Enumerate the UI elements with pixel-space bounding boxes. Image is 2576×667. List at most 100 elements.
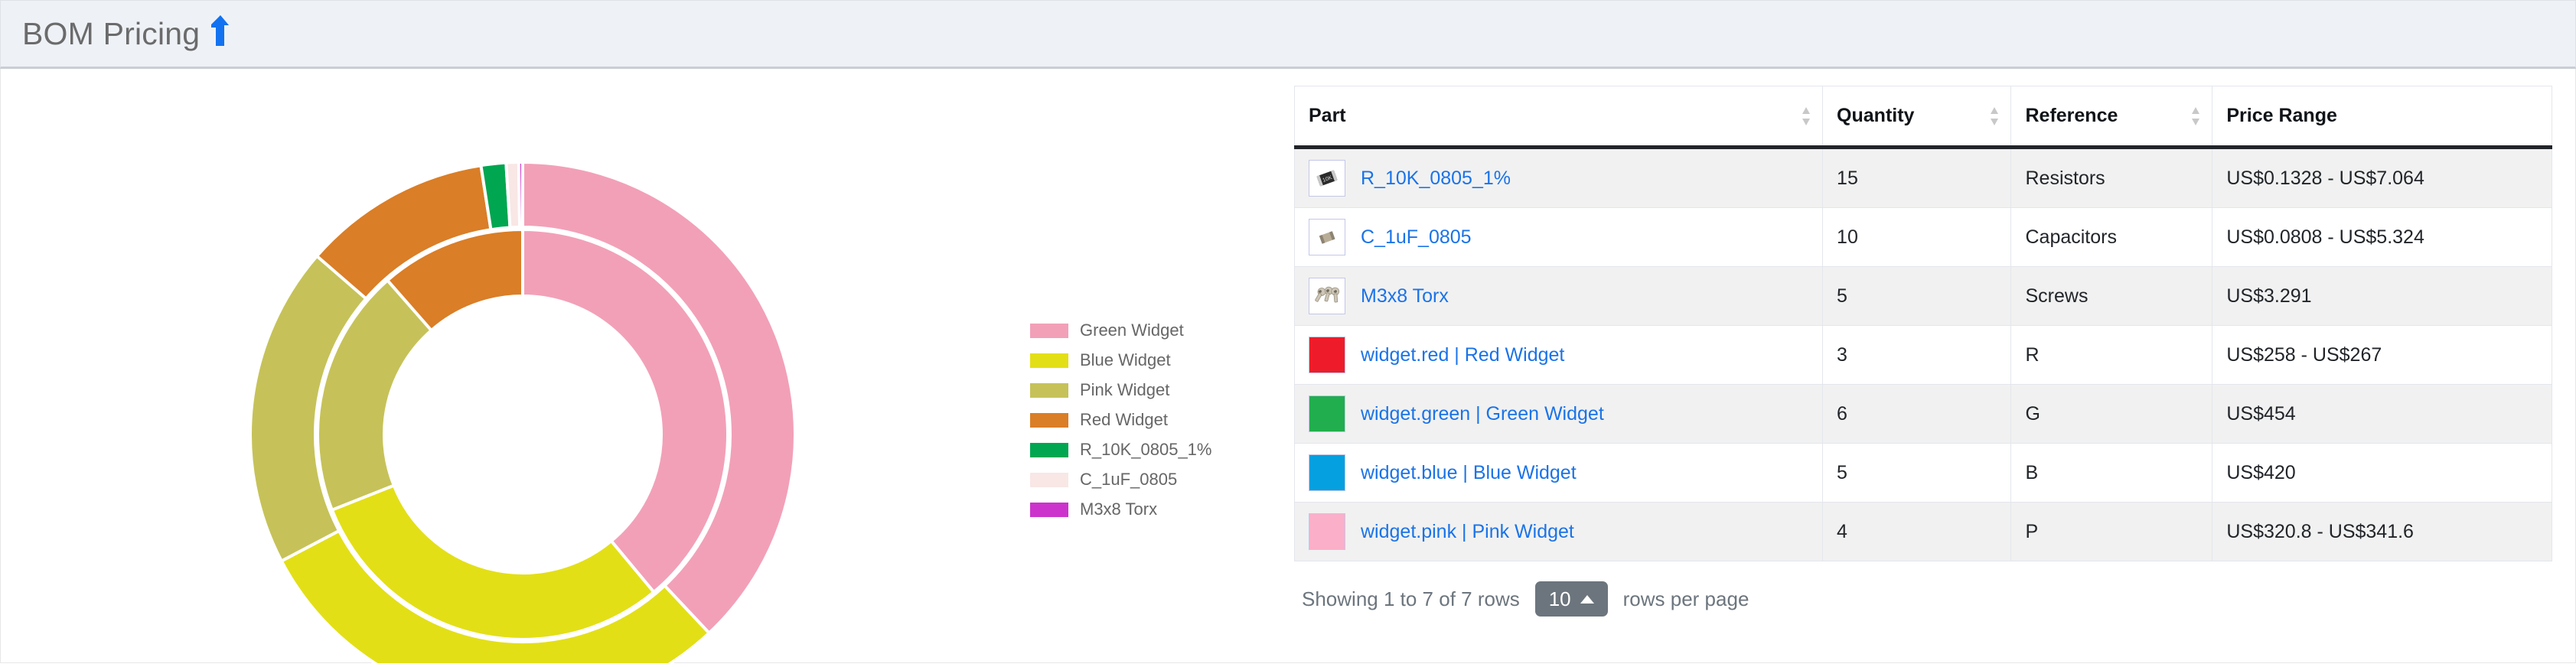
legend-item-label: C_1uF_0805 <box>1080 470 1178 489</box>
legend-item[interactable]: Red Widget <box>1030 410 1211 429</box>
cell-quantity: 5 <box>1822 443 2012 503</box>
part-link[interactable]: widget.pink | Pink Widget <box>1361 520 1574 542</box>
part-link[interactable]: widget.blue | Blue Widget <box>1361 461 1577 483</box>
cell-quantity: 15 <box>1822 147 2012 208</box>
part-thumbnail[interactable]: 10K <box>1309 160 1345 197</box>
cell-part: C_1uF_0805 <box>1293 207 1824 267</box>
cell-price-range: US$3.291 <box>2212 266 2552 326</box>
cell-reference: B <box>2010 443 2213 503</box>
table-row: widget.red | Red Widget 3 R US$258 - US$… <box>1293 325 2552 385</box>
color-swatch-icon <box>1309 337 1345 373</box>
table-header-row: Part Quantity Reference <box>1293 86 2552 149</box>
cell-price-range: US$258 - US$267 <box>2212 325 2552 385</box>
bom-table: Part Quantity Reference <box>1293 86 2552 561</box>
cell-reference: G <box>2010 384 2213 444</box>
donut-slice-inner-1[interactable] <box>330 483 657 641</box>
page-size-dropdown[interactable]: 10 <box>1534 581 1608 617</box>
legend-swatch-icon <box>1030 442 1068 457</box>
part-link[interactable]: M3x8 Torx <box>1361 285 1449 307</box>
table-row: C_1uF_0805 10 Capacitors US$0.0808 - US$… <box>1293 207 2552 267</box>
legend-item-label: Pink Widget <box>1080 380 1170 399</box>
part-thumbnail[interactable] <box>1309 219 1345 255</box>
screws-photo-icon <box>1315 286 1340 303</box>
chart-column: Green Widget Blue Widget Pink Widget Red Wi… <box>1 69 1294 667</box>
column-header-reference[interactable]: Reference <box>2010 86 2213 149</box>
cell-part: widget.green | Green Widget <box>1293 384 1824 444</box>
legend-item[interactable]: Pink Widget <box>1030 380 1211 399</box>
chart-legend: Green Widget Blue Widget Pink Widget Red Wi… <box>1030 320 1212 519</box>
cell-reference: Capacitors <box>2010 207 2213 267</box>
donut-slice-outer-6[interactable] <box>517 160 524 229</box>
legend-item-label: Red Widget <box>1080 410 1168 429</box>
cell-part: widget.pink | Pink Widget <box>1293 502 1824 561</box>
column-header-price-range-label: Price Range <box>2226 105 2337 126</box>
legend-item[interactable]: Green Widget <box>1030 320 1211 340</box>
donut-slice-outer-0[interactable] <box>521 160 797 636</box>
sort-icon[interactable] <box>2190 106 2201 127</box>
legend-item[interactable]: R_10K_0805_1% <box>1030 440 1212 459</box>
table-row: widget.pink | Pink Widget 4 P US$320.8 -… <box>1293 502 2552 561</box>
table-row: M3x8 Torx 5 Screws US$3.291 <box>1293 266 2552 326</box>
color-swatch-icon <box>1309 514 1345 549</box>
page-size-value: 10 <box>1548 587 1571 610</box>
cell-quantity: 4 <box>1822 502 2012 561</box>
part-link[interactable]: widget.green | Green Widget <box>1361 402 1604 425</box>
showing-rows-text: Showing 1 to 7 of 7 rows <box>1302 587 1520 610</box>
cell-quantity: 5 <box>1822 266 2012 326</box>
legend-swatch-icon <box>1030 412 1068 428</box>
donut-svg <box>249 160 797 667</box>
cell-reference: Resistors <box>2010 147 2213 208</box>
cell-part: widget.blue | Blue Widget <box>1293 443 1824 503</box>
legend-item[interactable]: M3x8 Torx <box>1030 499 1211 519</box>
table-row: widget.blue | Blue Widget 5 B US$420 <box>1293 443 2552 503</box>
legend-item[interactable]: Blue Widget <box>1030 350 1211 369</box>
caret-up-icon <box>1580 594 1594 604</box>
cell-part: widget.red | Red Widget <box>1293 325 1824 385</box>
table-body: 10K R_10K_0805_1% 15 Resistors US$0.1328… <box>1293 147 2552 561</box>
part-thumbnail[interactable] <box>1309 337 1345 373</box>
legend-item-label: R_10K_0805_1% <box>1080 440 1212 459</box>
column-header-part[interactable]: Part <box>1293 86 1824 149</box>
donut-slice-inner-3[interactable] <box>385 227 524 333</box>
cell-quantity: 10 <box>1822 207 2012 267</box>
cell-price-range: US$0.0808 - US$5.324 <box>2212 207 2552 267</box>
panel-body: Green Widget Blue Widget Pink Widget Red Wi… <box>0 69 2576 667</box>
legend-swatch-icon <box>1030 323 1068 338</box>
part-thumbnail[interactable] <box>1309 278 1345 314</box>
table-row: widget.green | Green Widget 6 G US$454 <box>1293 384 2552 444</box>
table-row: 10K R_10K_0805_1% 15 Resistors US$0.1328… <box>1293 147 2552 208</box>
part-link[interactable]: widget.red | Red Widget <box>1361 343 1565 366</box>
color-swatch-icon <box>1309 455 1345 490</box>
part-link[interactable]: R_10K_0805_1% <box>1361 167 1511 189</box>
page-title: BOM Pricing <box>22 15 201 51</box>
sort-icon[interactable] <box>1801 106 1811 127</box>
donut-slice-inner-2[interactable] <box>316 278 434 512</box>
part-thumbnail[interactable] <box>1309 395 1345 432</box>
rows-per-page-label: rows per page <box>1622 587 1749 610</box>
part-link[interactable]: C_1uF_0805 <box>1361 226 1472 248</box>
column-header-price-range[interactable]: Price Range <box>2212 86 2552 149</box>
resistor-photo-icon: 10K <box>1316 170 1338 187</box>
legend-swatch-icon <box>1030 382 1068 398</box>
cell-price-range: US$454 <box>2212 384 2552 444</box>
donut-slice-outer-1[interactable] <box>279 529 712 667</box>
svg-text:10K: 10K <box>1322 175 1332 184</box>
legend-item[interactable]: C_1uF_0805 <box>1030 470 1211 489</box>
collapse-arrow-icon[interactable] <box>210 15 230 47</box>
column-header-quantity[interactable]: Quantity <box>1822 86 2012 149</box>
column-header-reference-label: Reference <box>2025 105 2118 126</box>
legend-swatch-icon <box>1030 353 1068 368</box>
legend-item-label: Blue Widget <box>1080 350 1171 369</box>
cell-quantity: 6 <box>1822 384 2012 444</box>
cell-price-range: US$320.8 - US$341.6 <box>2212 502 2552 561</box>
donut-slice-inner-0[interactable] <box>521 227 729 594</box>
sort-icon[interactable] <box>1989 106 2000 127</box>
part-thumbnail[interactable] <box>1309 454 1345 491</box>
table-footer: Showing 1 to 7 of 7 rows 10 rows per pag… <box>1294 561 2552 617</box>
part-thumbnail[interactable] <box>1309 513 1345 550</box>
cell-part: 10K R_10K_0805_1% <box>1293 147 1824 208</box>
capacitor-photo-icon <box>1319 231 1335 244</box>
column-header-part-label: Part <box>1309 105 1346 126</box>
bom-pricing-donut-chart <box>1 69 1294 667</box>
